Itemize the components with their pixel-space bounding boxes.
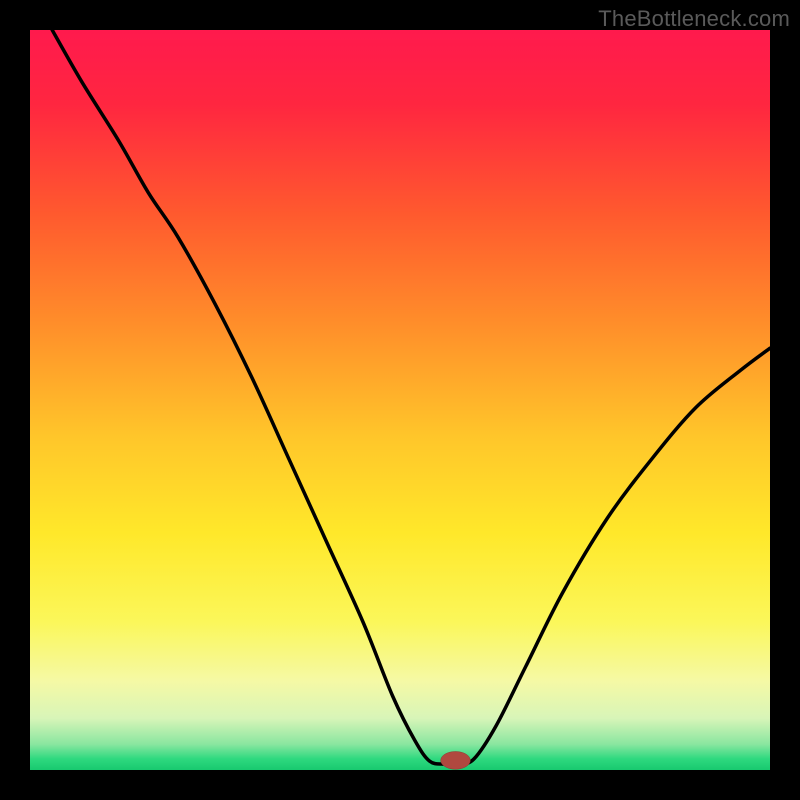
watermark-text: TheBottleneck.com xyxy=(598,6,790,32)
bottleneck-chart xyxy=(0,0,800,800)
chart-container: TheBottleneck.com xyxy=(0,0,800,800)
optimal-marker xyxy=(441,752,471,770)
plot-background xyxy=(30,30,770,770)
